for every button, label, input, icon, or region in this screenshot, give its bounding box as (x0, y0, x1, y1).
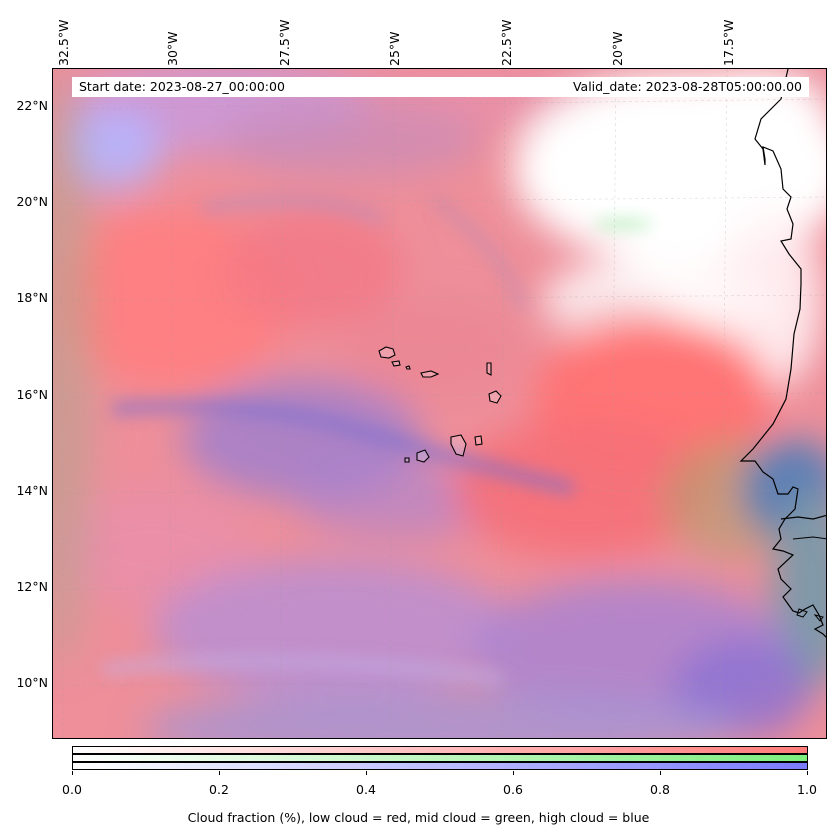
colorbar-tick-mark (366, 771, 367, 775)
colorbar-tick-0-4: 0.4 (356, 782, 376, 797)
lon-label-25w: 25°W (387, 31, 402, 66)
colorbar-tick-0: 0.0 (62, 782, 82, 797)
lon-label-32-5w: 32.5°W (56, 19, 71, 66)
cape-verde-islands (378, 346, 502, 463)
island-sao-vicente (391, 360, 401, 367)
lat-label-12n: 12°N (16, 579, 48, 594)
colorbar-tick-0-6: 0.6 (503, 782, 523, 797)
colorbar-tick-mark (660, 771, 661, 775)
map-canvas (53, 69, 826, 738)
colorbar-high-cloud (72, 762, 808, 770)
cloud-fraction-map: Start date: 2023-08-27_00:00:00 Valid_da… (52, 68, 827, 739)
valid-date: Valid_date: 2023-08-28T05:00:00.00 (572, 79, 802, 94)
lon-label-20w: 20°W (610, 31, 625, 66)
island-brava (404, 457, 410, 463)
island-boa-vista (488, 390, 502, 404)
colorbar-label: Cloud fraction (%), low cloud = red, mid… (187, 810, 650, 825)
lat-label-20n: 20°N (16, 194, 48, 209)
lat-label-16n: 16°N (16, 387, 48, 402)
gridlines (53, 69, 826, 738)
colorbar-tick-0-2: 0.2 (209, 782, 229, 797)
island-fogo (416, 449, 430, 463)
colorbar-tick-mark (807, 771, 808, 775)
island-santo-antao (378, 346, 396, 359)
colorbar-tick-mark (513, 771, 514, 775)
island-sal (486, 362, 492, 376)
lat-label-18n: 18°N (16, 290, 48, 305)
africa-coastline (739, 69, 826, 638)
lon-label-27-5w: 27.5°W (277, 19, 292, 66)
lat-label-14n: 14°N (16, 483, 48, 498)
cloud-streaks (102, 194, 653, 685)
colorbar-tick-mark (72, 771, 73, 775)
colorbar-mid-cloud (72, 754, 808, 762)
island-santa-luzia (405, 365, 411, 370)
colorbar-low-cloud (72, 746, 808, 754)
colorbar-tick-1: 1.0 (797, 782, 817, 797)
start-date: Start date: 2023-08-27_00:00:00 (79, 79, 285, 94)
island-sao-nicolau (420, 370, 440, 378)
casamance-river (792, 536, 826, 540)
island-santiago (450, 434, 467, 457)
lon-label-17-5w: 17.5°W (721, 19, 736, 66)
date-header: Start date: 2023-08-27_00:00:00 Valid_da… (72, 77, 809, 97)
lon-label-30w: 30°W (165, 31, 180, 66)
colorbar-tick-0-8: 0.8 (650, 782, 670, 797)
lat-label-22n: 22°N (16, 98, 48, 113)
island-maio (474, 435, 483, 446)
lon-label-22-5w: 22.5°W (499, 19, 514, 66)
bissagos-islands (796, 608, 824, 622)
lat-label-10n: 10°N (16, 675, 48, 690)
gambia-river (780, 514, 826, 520)
colorbar-tick-mark (219, 771, 220, 775)
